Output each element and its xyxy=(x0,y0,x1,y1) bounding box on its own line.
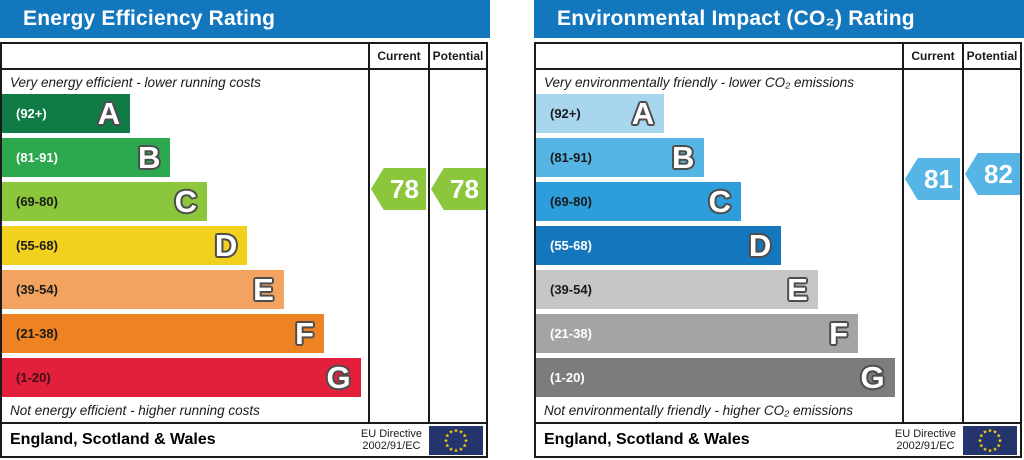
environmental-chart-title: Environmental Impact (CO₂) Rating xyxy=(557,7,915,30)
current-column-header: Current xyxy=(902,44,962,68)
left-arrow-shape xyxy=(371,168,426,210)
band-letter: D xyxy=(214,227,238,263)
rating-band-e: (39-54) E xyxy=(2,270,284,309)
left-arrow-shape xyxy=(431,168,486,210)
potential-rating-arrow: 78 xyxy=(431,168,486,210)
rating-band-d: (55-68) D xyxy=(2,226,248,265)
eu-directive-line2: 2002/91/EC xyxy=(362,440,421,452)
band-letter: G xyxy=(326,359,351,395)
rating-band-f: (21-38) F xyxy=(536,314,859,353)
current-rating-value: 78 xyxy=(390,173,419,204)
band-range-label: (69-80) xyxy=(16,194,58,209)
current-column-header: Current xyxy=(368,44,428,68)
potential-rating-value: 78 xyxy=(450,173,479,204)
band-range-label: (92+) xyxy=(16,106,47,121)
eu-directive-line1: EU Directive xyxy=(894,427,956,440)
rating-band-e: (39-54) E xyxy=(536,270,818,309)
eu-directive-label: EU Directive 2002/91/EC xyxy=(361,428,422,453)
bottom-caption: Not environmentally friendly - higher CO… xyxy=(544,402,854,418)
band-letter: E xyxy=(787,271,808,307)
band-letter: A xyxy=(631,95,655,131)
rating-bands: (92+) A (81-91) B (69-80) C (55-68) D (39-54) E (2… xyxy=(536,94,902,397)
eu-directive-label: EU Directive 2002/91/EC xyxy=(895,428,956,453)
potential-column: 82 xyxy=(962,70,1020,422)
band-range-label: (55-68) xyxy=(550,238,592,253)
band-range-label: (1-20) xyxy=(550,370,585,385)
band-letter: E xyxy=(253,271,274,307)
current-rating-arrow: 78 xyxy=(371,168,426,210)
energy-chart-title: Energy Efficiency Rating xyxy=(23,7,276,30)
band-letter: A xyxy=(97,95,121,131)
potential-column: 78 xyxy=(428,70,486,422)
potential-rating-arrow: 82 xyxy=(965,153,1020,195)
band-range-label: (39-54) xyxy=(16,282,58,297)
rating-band-a: (92+) A xyxy=(536,94,665,133)
rating-band-c: (69-80) C xyxy=(2,182,207,221)
header-spacer-cell xyxy=(536,44,902,68)
table-body: Very energy efficient - lower running co… xyxy=(2,70,486,422)
footer-region-label: England, Scotland & Wales xyxy=(544,431,750,448)
environmental-chart-title-bar: Environmental Impact (CO₂) Rating xyxy=(534,0,1024,38)
potential-column-header: Potential xyxy=(428,44,486,68)
eu-directive-line1: EU Directive xyxy=(360,427,422,440)
rating-band-f: (21-38) F xyxy=(2,314,325,353)
current-rating-value: 81 xyxy=(924,163,953,194)
table-header-row: Current Potential xyxy=(536,44,1020,70)
footer-region-label: England, Scotland & Wales xyxy=(10,431,216,448)
left-arrow-shape xyxy=(905,158,960,200)
eu-flag-icon xyxy=(429,425,483,455)
eu-directive-line2: 2002/91/EC xyxy=(896,440,955,452)
table-body: Very environmentally friendly - lower CO… xyxy=(536,70,1020,422)
band-range-label: (81-91) xyxy=(16,150,58,165)
table-header-row: Current Potential xyxy=(2,44,486,70)
header-spacer-cell xyxy=(2,44,368,68)
bottom-caption: Not energy efficient - higher running co… xyxy=(10,402,260,418)
bands-area: Very environmentally friendly - lower CO… xyxy=(536,70,902,422)
current-rating-arrow: 81 xyxy=(905,158,960,200)
energy-rating-table: Current Potential Very energy efficient … xyxy=(0,42,488,458)
potential-rating-value: 82 xyxy=(984,158,1013,189)
rating-band-g: (1-20) G xyxy=(2,358,361,397)
band-range-label: (39-54) xyxy=(550,282,592,297)
top-caption: Very energy efficient - lower running co… xyxy=(10,74,261,90)
environmental-rating-table: Current Potential Very environmentally f… xyxy=(534,42,1022,458)
band-letter: D xyxy=(748,227,772,263)
band-letter: B xyxy=(137,139,161,175)
current-column: 81 xyxy=(902,70,962,422)
band-letter: G xyxy=(860,359,885,395)
rating-band-b: (81-91) B xyxy=(2,138,171,177)
band-letter: C xyxy=(708,183,731,219)
band-range-label: (69-80) xyxy=(550,194,592,209)
band-range-label: (21-38) xyxy=(16,326,58,341)
band-range-label: (81-91) xyxy=(550,150,592,165)
band-letter: C xyxy=(174,183,197,219)
band-range-label: (92+) xyxy=(550,106,581,121)
rating-band-d: (55-68) D xyxy=(536,226,782,265)
rating-band-a: (92+) A xyxy=(2,94,131,133)
band-letter: F xyxy=(295,315,315,351)
left-arrow-shape xyxy=(965,153,1020,195)
rating-band-b: (81-91) B xyxy=(536,138,705,177)
table-footer-row: England, Scotland & Wales EU Directive 2… xyxy=(2,422,486,456)
band-range-label: (21-38) xyxy=(550,326,592,341)
band-letter: B xyxy=(671,139,695,175)
potential-column-header: Potential xyxy=(962,44,1020,68)
current-column: 78 xyxy=(368,70,428,422)
environmental-impact-rating-panel: Environmental Impact (CO₂) Rating Curren… xyxy=(534,0,1024,460)
bands-area: Very energy efficient - lower running co… xyxy=(2,70,368,422)
band-range-label: (55-68) xyxy=(16,238,58,253)
rating-bands: (92+) A (81-91) B (69-80) C (55-68) D (39-54) E (2… xyxy=(2,94,368,397)
rating-band-g: (1-20) G xyxy=(536,358,895,397)
band-range-label: (1-20) xyxy=(16,370,51,385)
top-caption: Very environmentally friendly - lower CO… xyxy=(544,74,854,90)
table-footer-row: England, Scotland & Wales EU Directive 2… xyxy=(536,422,1020,456)
rating-band-c: (69-80) C xyxy=(536,182,741,221)
eu-flag-icon xyxy=(963,425,1017,455)
energy-chart-title-bar: Energy Efficiency Rating xyxy=(0,0,490,38)
energy-efficiency-rating-panel: Energy Efficiency Rating Current Potenti… xyxy=(0,0,490,460)
band-letter: F xyxy=(829,315,849,351)
